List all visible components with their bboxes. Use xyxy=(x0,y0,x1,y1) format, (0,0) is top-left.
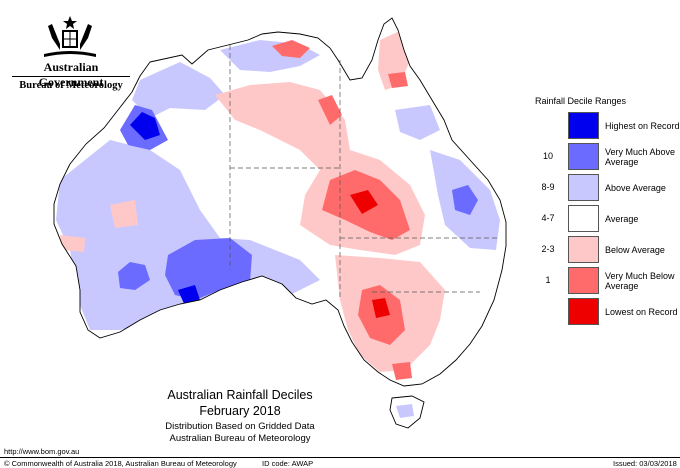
legend-title: Rainfall Decile Ranges xyxy=(535,96,627,106)
legend-value: 1 xyxy=(545,275,551,285)
legend-row: 10 Very Much Above Average xyxy=(528,143,678,172)
website-link[interactable]: http://www.bom.gov.au xyxy=(4,447,80,456)
legend-row: 4-7 Average xyxy=(528,205,678,234)
legend-swatch xyxy=(568,298,599,325)
legend-row: 1 Very Much Below Average xyxy=(528,267,678,296)
legend-row: Highest on Record xyxy=(528,112,680,141)
map-subtitle-data: Distribution Based on Gridded Data xyxy=(165,421,315,432)
legend-value: 2-3 xyxy=(541,244,555,254)
legend-label: Highest on Record xyxy=(605,120,680,131)
footer-divider xyxy=(0,457,680,458)
map-subtitle-source: Australian Bureau of Meteorology xyxy=(169,433,311,444)
bureau-name: Bureau of Meteorology xyxy=(19,80,123,91)
issued-date: Issued: 03/03/2018 xyxy=(613,459,677,468)
legend-swatch xyxy=(568,205,599,232)
legend-label: Lowest on Record xyxy=(605,306,678,317)
legend-swatch xyxy=(568,174,599,201)
legend-value: 4-7 xyxy=(541,213,555,223)
legend-label: Average xyxy=(605,213,639,224)
copyright-text: © Commonwealth of Australia 2018, Austra… xyxy=(4,459,237,468)
legend-value: 10 xyxy=(542,151,553,161)
legend-label: Very Much Below Average xyxy=(605,270,675,291)
legend-row: Lowest on Record xyxy=(528,298,678,327)
legend-row: 2-3 Below Average xyxy=(528,236,678,265)
map-period: February 2018 xyxy=(199,404,281,418)
government-name: Australian Government xyxy=(38,60,104,89)
legend-swatch xyxy=(568,143,599,170)
legend-row: 8-9 Above Average xyxy=(528,174,678,203)
commonwealth-coat-of-arms-icon xyxy=(44,16,96,57)
legend-label: Below Average xyxy=(605,244,665,255)
legend-value: 8-9 xyxy=(541,182,555,192)
map-title: Australian Rainfall Deciles xyxy=(167,388,313,402)
legend-swatch xyxy=(568,267,599,294)
id-code: ID code: AWAP xyxy=(262,459,314,468)
legend-label: Above Average xyxy=(605,182,666,193)
legend-swatch xyxy=(568,112,599,139)
legend-label: Very Much Above Average xyxy=(605,146,676,167)
header-divider xyxy=(12,76,130,77)
legend-swatch xyxy=(568,236,599,263)
